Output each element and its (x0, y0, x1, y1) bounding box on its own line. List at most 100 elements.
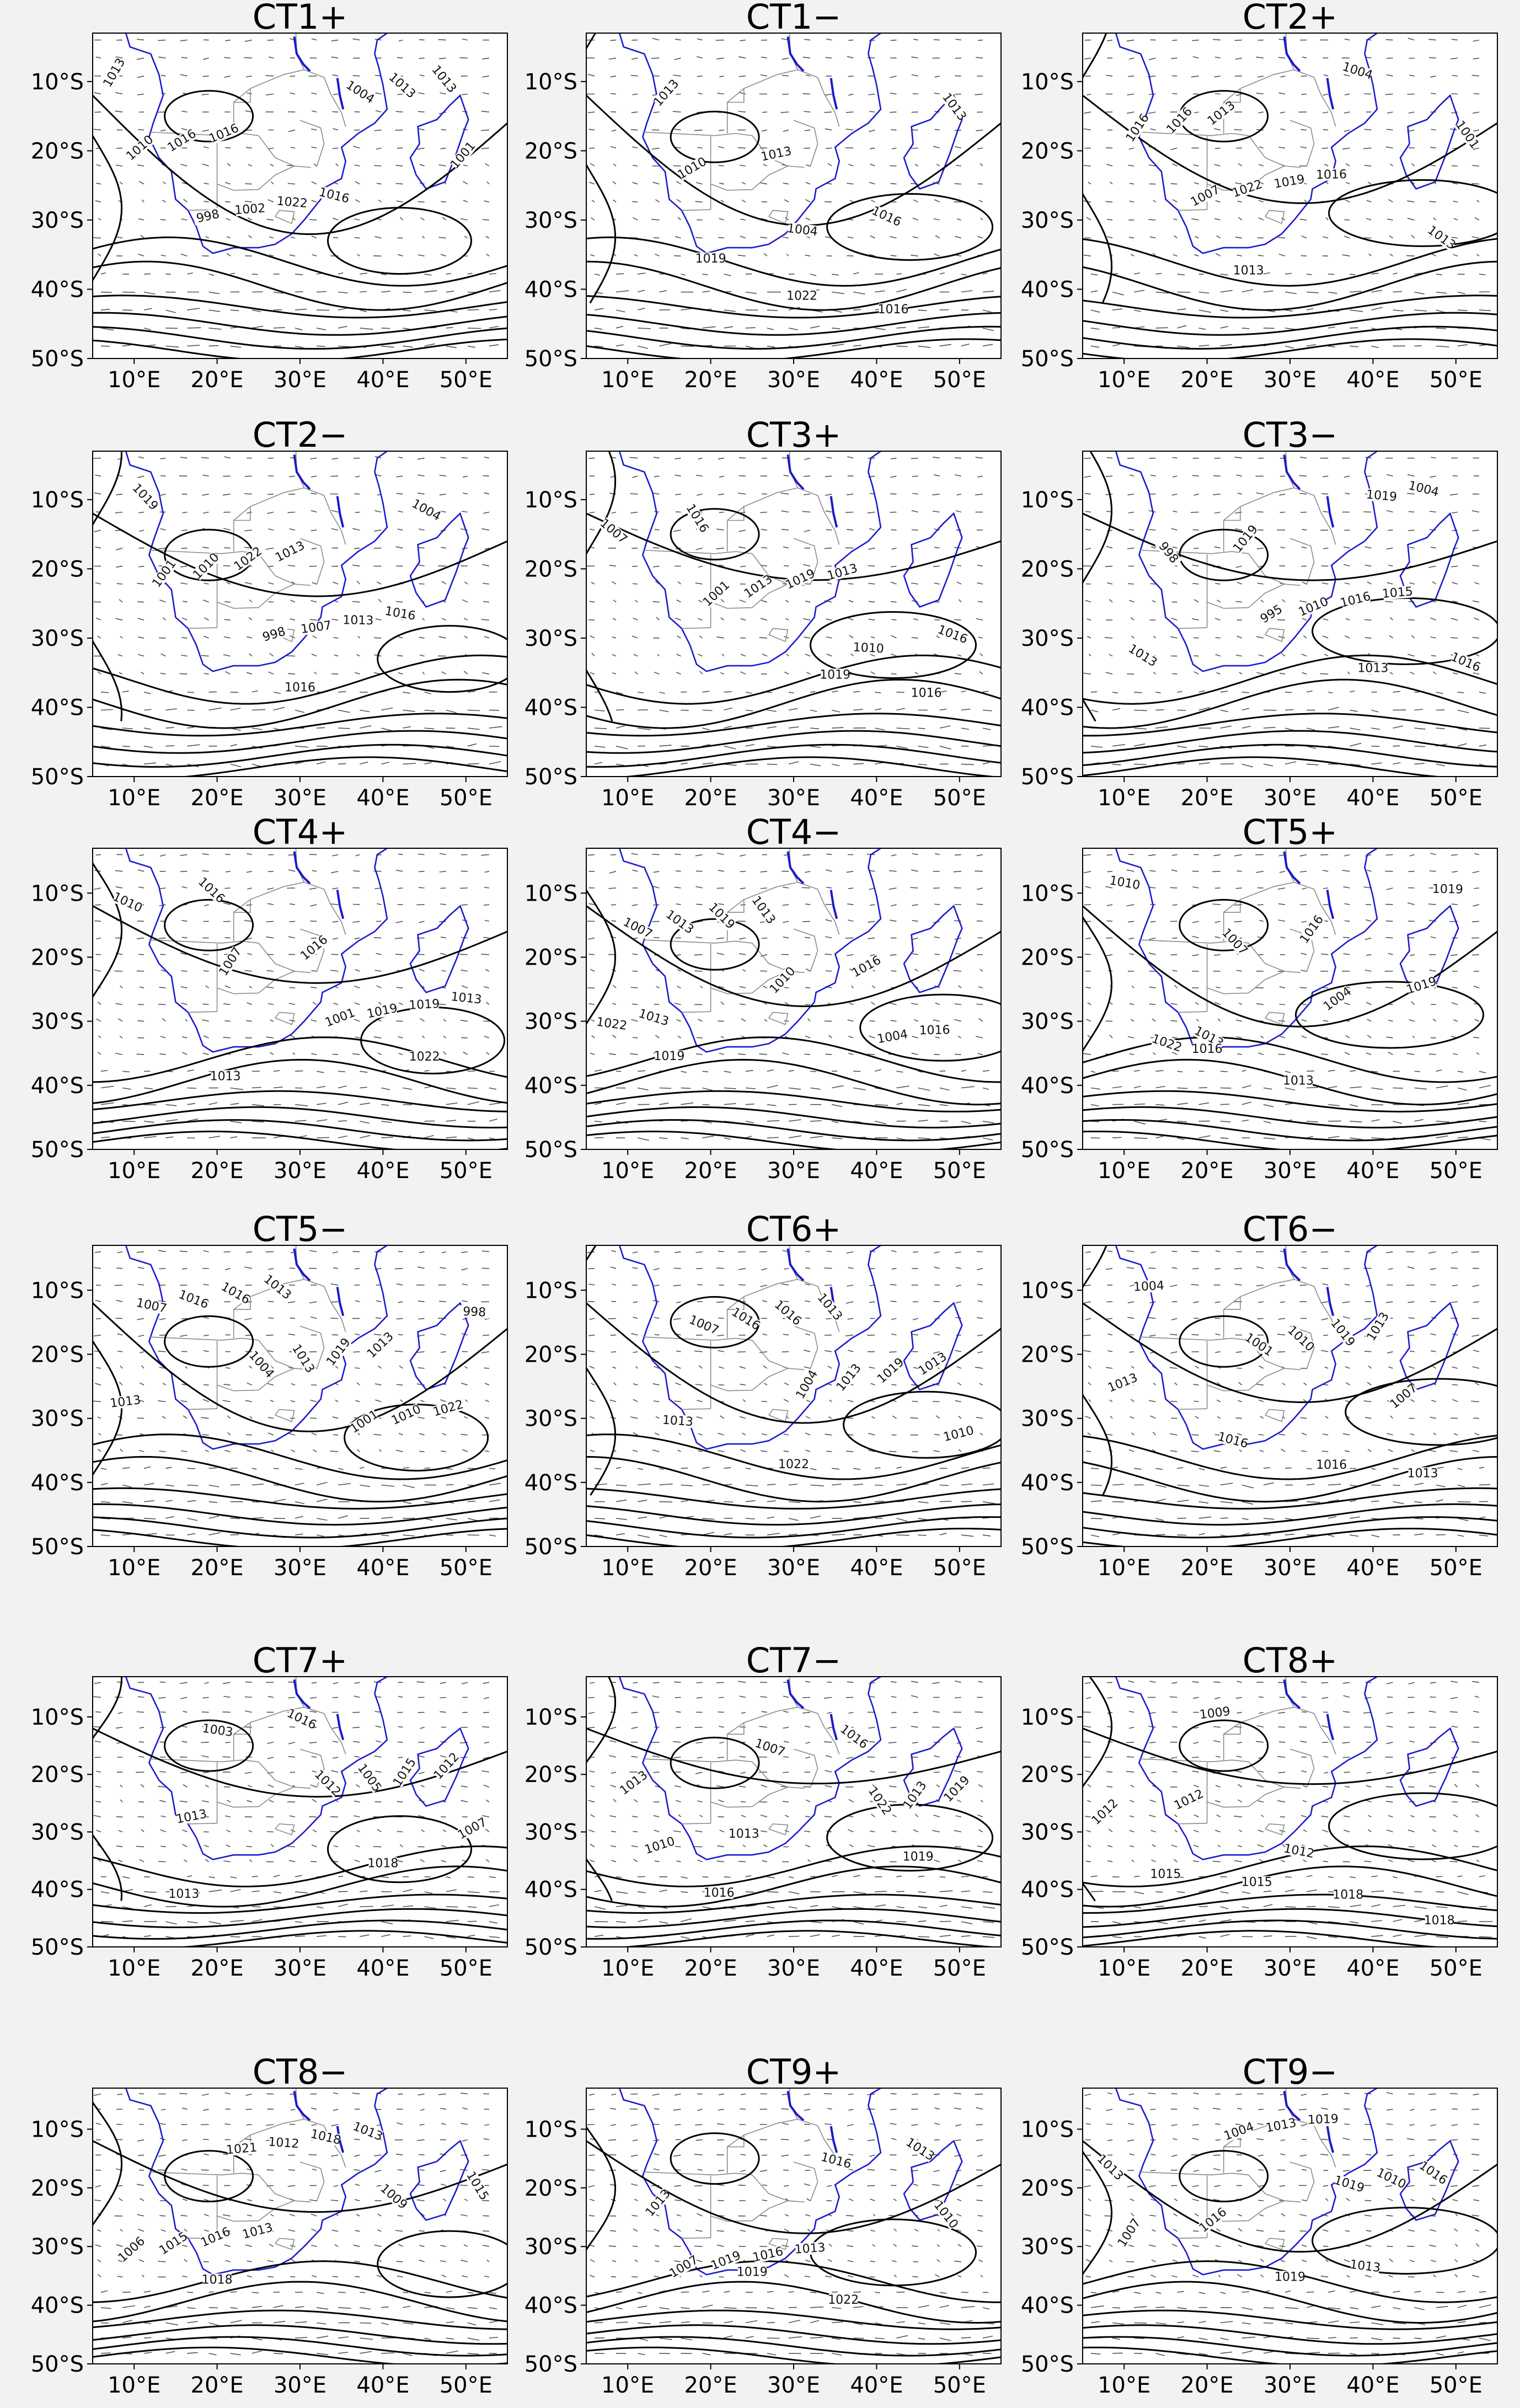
lon-tick-label: 40°E (1346, 1956, 1399, 1981)
lat-tick-label: 10°S (524, 881, 577, 906)
isobar-label: 1019 (1432, 882, 1463, 897)
lat-tick-label: 40°S (31, 1877, 84, 1903)
panel-title: CT8+ (1243, 1640, 1338, 1681)
panel-title: CT8− (253, 2052, 348, 2092)
lon-tick-label: 20°E (1181, 1158, 1234, 1184)
lon-tick-label: 50°E (933, 1555, 986, 1581)
panel-title: CT5+ (1243, 812, 1338, 852)
lon-tick-label: 10°E (601, 1158, 654, 1184)
isobar-label: 1015 (1382, 585, 1414, 601)
isobar-label: 1019 (1275, 2270, 1305, 2284)
lon-tick-label: 10°E (108, 785, 160, 811)
panel-title: CT3+ (746, 415, 842, 455)
lat-tick-label: 20°S (31, 138, 84, 164)
lon-tick-label: 40°E (1346, 785, 1399, 811)
isobar-label: 1021 (226, 2141, 258, 2158)
panel-title: CT9+ (746, 2052, 842, 2092)
lon-tick-label: 50°E (933, 367, 986, 393)
map-background (1083, 451, 1497, 777)
panel-title: CT7− (746, 1640, 842, 1681)
lat-tick-label: 30°S (524, 208, 577, 233)
lon-tick-label: 20°E (191, 2373, 244, 2398)
isobar-label: 1013 (1407, 1467, 1438, 1480)
isobar-label: 1019 (409, 997, 440, 1013)
lon-tick-label: 30°E (767, 1956, 820, 1981)
lat-tick-label: 40°S (524, 1470, 577, 1496)
lat-tick-label: 50°S (1021, 1137, 1074, 1163)
isobar-label: 1022 (778, 1458, 809, 1471)
lat-tick-label: 50°S (1021, 2352, 1074, 2377)
isobar-label: 1013 (1357, 661, 1388, 675)
lat-tick-label: 30°S (524, 1009, 577, 1035)
lat-tick-label: 50°S (524, 346, 577, 372)
lat-tick-label: 10°S (524, 1705, 577, 1730)
lon-tick-label: 10°E (1098, 785, 1150, 811)
lat-tick-label: 30°S (1021, 1406, 1074, 1432)
lat-tick-label: 20°S (524, 138, 577, 164)
lon-tick-label: 30°E (767, 785, 820, 811)
lon-tick-label: 20°E (684, 1956, 737, 1981)
isobar-label: 1012 (268, 2135, 300, 2151)
lat-tick-label: 30°S (31, 1820, 84, 1845)
lat-tick-label: 50°S (524, 1534, 577, 1560)
panel-svg: CT7−101310131016101910191016101310101007… (504, 1641, 1029, 1989)
lon-tick-label: 40°E (1346, 367, 1399, 393)
isobar-label: 1002 (234, 201, 266, 217)
lon-tick-label: 30°E (767, 1158, 820, 1184)
lon-tick-label: 10°E (601, 2373, 654, 2398)
isobar-label: 1019 (654, 1050, 684, 1063)
isobar-label: 1013 (168, 1887, 199, 1901)
lat-tick-label: 20°S (524, 1342, 577, 1367)
isobar-label: 1016 (704, 1886, 735, 1900)
lon-tick-label: 20°E (1181, 1555, 1234, 1581)
lat-tick-label: 40°S (524, 1877, 577, 1903)
lat-tick-label: 40°S (31, 277, 84, 302)
isobar-label: 1016 (1316, 1458, 1347, 1472)
lon-tick-label: 20°E (684, 785, 737, 811)
lat-tick-label: 20°S (31, 2176, 84, 2201)
lat-tick-label: 20°S (1021, 138, 1074, 164)
lon-tick-label: 20°E (191, 367, 244, 393)
lon-tick-label: 50°E (1430, 2373, 1482, 2398)
lon-tick-label: 20°E (684, 1158, 737, 1184)
panel-svg: CT6+101310131013101610191022101610131010… (504, 1210, 1029, 1588)
isobar-label: 1019 (737, 2265, 768, 2279)
lat-tick-label: 50°S (31, 346, 84, 372)
lon-tick-label: 40°E (1346, 1555, 1399, 1581)
isobar-label: 998 (463, 1305, 486, 1320)
lat-tick-label: 20°S (31, 945, 84, 970)
lat-tick-label: 50°S (524, 764, 577, 790)
lon-tick-label: 20°E (1181, 2373, 1234, 2398)
lat-tick-label: 10°S (1021, 69, 1074, 95)
isobar-label: 1018 (202, 2273, 233, 2287)
panel-svg: CT6−101310131016101910161013101010071004… (1000, 1210, 1520, 1588)
panel-svg: CT9+101310131013101610191022101910161010… (504, 2053, 1029, 2406)
panel-title: CT7+ (253, 1640, 348, 1681)
lat-tick-label: 50°S (1021, 764, 1074, 790)
lat-tick-label: 40°S (524, 277, 577, 302)
lat-tick-label: 30°S (524, 626, 577, 651)
lat-tick-label: 10°S (524, 488, 577, 513)
lat-tick-label: 10°S (1021, 1278, 1074, 1303)
panel-svg: CT2+101310161013101610191013101610221004… (1000, 0, 1520, 400)
lat-tick-label: 50°S (31, 1935, 84, 1960)
lon-tick-label: 40°E (356, 2373, 409, 2398)
lat-tick-label: 30°S (31, 1406, 84, 1432)
lat-tick-label: 20°S (31, 1342, 84, 1367)
isobar-label: 1013 (729, 1827, 759, 1841)
lon-tick-label: 50°E (440, 367, 493, 393)
lon-tick-label: 10°E (601, 785, 654, 811)
lon-tick-label: 50°E (1430, 785, 1482, 811)
lat-tick-label: 30°S (31, 208, 84, 233)
lat-tick-label: 40°S (524, 1073, 577, 1099)
panel-title: CT3− (1243, 415, 1338, 455)
lat-tick-label: 10°S (1021, 2117, 1074, 2142)
isobar-label: 1019 (903, 1850, 934, 1864)
lat-tick-label: 40°S (31, 695, 84, 720)
panel-title: CT2− (253, 415, 348, 455)
lat-tick-label: 30°S (1021, 1820, 1074, 1845)
lon-tick-label: 40°E (356, 1158, 409, 1184)
lat-tick-label: 20°S (1021, 556, 1074, 582)
lon-tick-label: 10°E (1098, 1555, 1150, 1581)
